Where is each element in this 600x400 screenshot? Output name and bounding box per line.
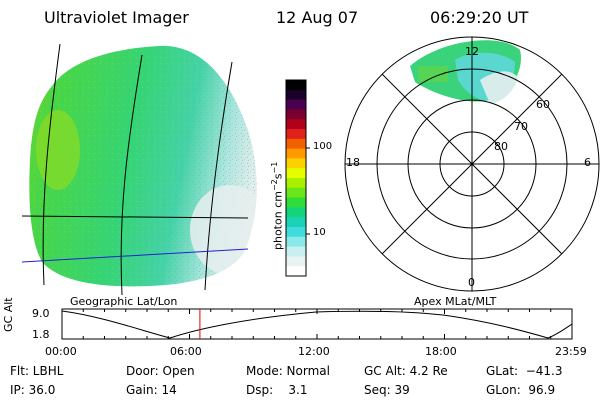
colorbar-segment [286,99,306,110]
mlt-label-18: 18 [346,156,360,169]
colorbar-tick-100: 100 [313,141,333,152]
time-label: 06:29:20 UT [430,8,529,27]
mlt-label-12: 12 [465,45,479,58]
mlat-label-60: 60 [536,98,550,111]
instrument-title: Ultraviolet Imager [44,8,189,27]
colorbar-segment [286,109,306,120]
filter-label: Flt: LBHL [10,364,64,378]
colorbar-unit-label: photon cm−2s−1 [270,161,285,250]
mlat-label-80: 80 [494,140,508,153]
colorbar-segment [286,158,306,169]
glon-label: GLon: 96.9 [486,383,556,397]
colorbar [285,79,310,277]
geographic-image [21,43,257,296]
lat-lon-grid [21,43,249,296]
timeline-plot [61,308,573,340]
timeline-xtick-1200: 12:00 [298,345,330,358]
colorbar-segment [286,246,306,257]
colorbar-segment [286,148,306,159]
timeline-xtick-0000: 00:00 [45,345,77,358]
date-label: 12 Aug 07 [276,8,359,27]
terminator-line [21,248,249,263]
colorbar-segment [286,207,306,218]
timeline-ytick-9: 9.0 [32,307,50,320]
gain-label: Gain: 14 [126,383,177,397]
seq-label: Seq: 39 [364,383,410,397]
colorbar-tick-10: 10 [313,227,326,238]
timeline-ytick-1: 1.8 [32,328,50,341]
colorbar-segment [286,129,306,140]
colorbar-segment [286,168,306,179]
colorbar-segment [286,178,306,189]
dsp-label: Dsp: 3.1 [246,383,308,397]
colorbar-segment [286,119,306,130]
timeline-xtick-2359: 23:59 [555,345,587,358]
colorbar-segment [286,236,306,248]
mlt-label-6: 6 [584,156,591,169]
colorbar-segment [286,256,306,267]
timeline-ylabel: GC Alt [2,297,15,332]
colorbar-segment [286,187,306,199]
ip-label: IP: 36.0 [10,383,56,397]
colorbar-segment [286,138,306,150]
apex-caption: Apex MLat/MLT [414,295,497,308]
timeline-xtick-1800: 18:00 [425,345,457,358]
glat-label: GLat: −41.3 [486,364,563,378]
polar-plot [344,36,600,292]
mlat-label-70: 70 [514,120,528,133]
timeline-xtick-0600: 06:00 [170,345,202,358]
mlt-label-0: 0 [468,276,475,289]
colorbar-segment [286,197,306,208]
colorbar-segment [286,266,306,277]
door-label: Door: Open [126,364,195,378]
altitude-curve [61,310,573,339]
colorbar-segment [286,89,306,101]
gc-alt-label: GC Alt: 4.2 Re [364,364,448,378]
colorbar-segment [286,217,306,228]
geographic-caption: Geographic Lat/Lon [70,295,178,308]
colorbar-segment [286,80,306,91]
mode-label: Mode: Normal [246,364,330,378]
polar-image-patch [410,40,521,104]
colorbar-segment [286,227,306,238]
